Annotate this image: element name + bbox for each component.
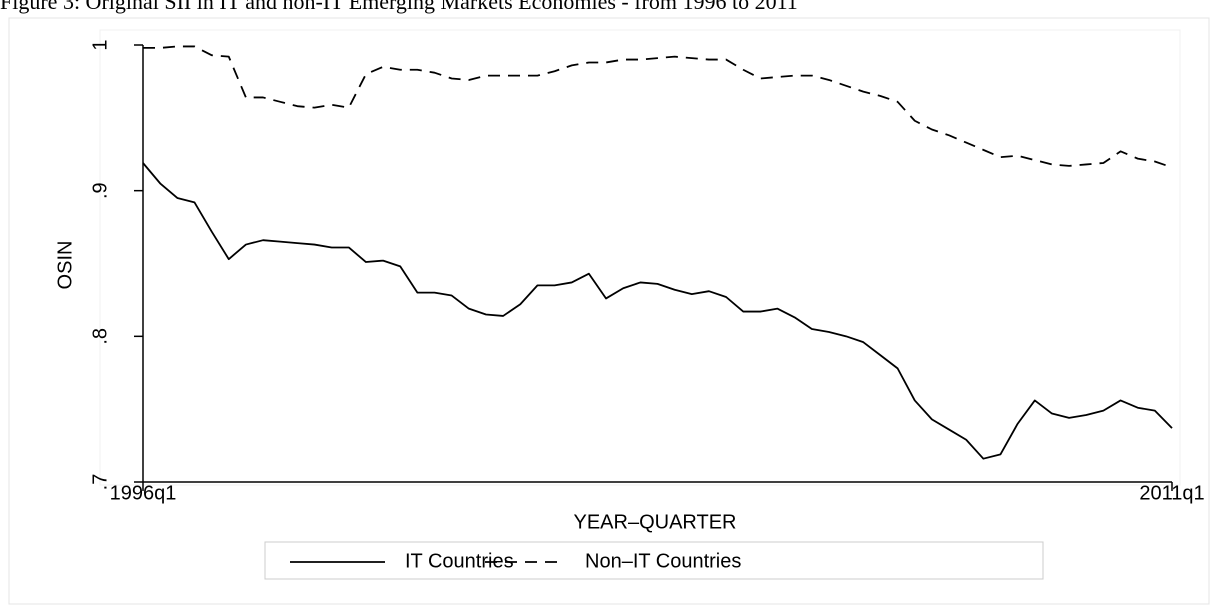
line-series [143, 45, 1173, 169]
y-tick-label: .9 [89, 182, 111, 199]
x-tick-label: 1996q1 [110, 482, 177, 504]
chart-title: Figure 3: Original SII in IT and non-IT … [0, 0, 798, 14]
line-series [142, 162, 1173, 460]
y-tick-label: 1 [89, 39, 111, 50]
y-tick-label: .8 [89, 328, 111, 345]
legend-label: Non–IT Countries [585, 550, 741, 572]
legend: IT Countries Non–IT Countries [264, 541, 1044, 580]
plot-frame [99, 29, 1181, 486]
y-tick-label: .7 [89, 474, 111, 491]
x-tick-label: 2011q1 [1139, 482, 1204, 504]
y-axis-title: OSIN [54, 241, 76, 290]
x-axis-title: YEAR–QUARTER [573, 511, 736, 533]
plot-area: .7 .8 .9 1 1996q1 2011q1 [89, 39, 1204, 504]
legend-label: IT Countries [405, 550, 514, 572]
legend-box [264, 541, 1044, 580]
